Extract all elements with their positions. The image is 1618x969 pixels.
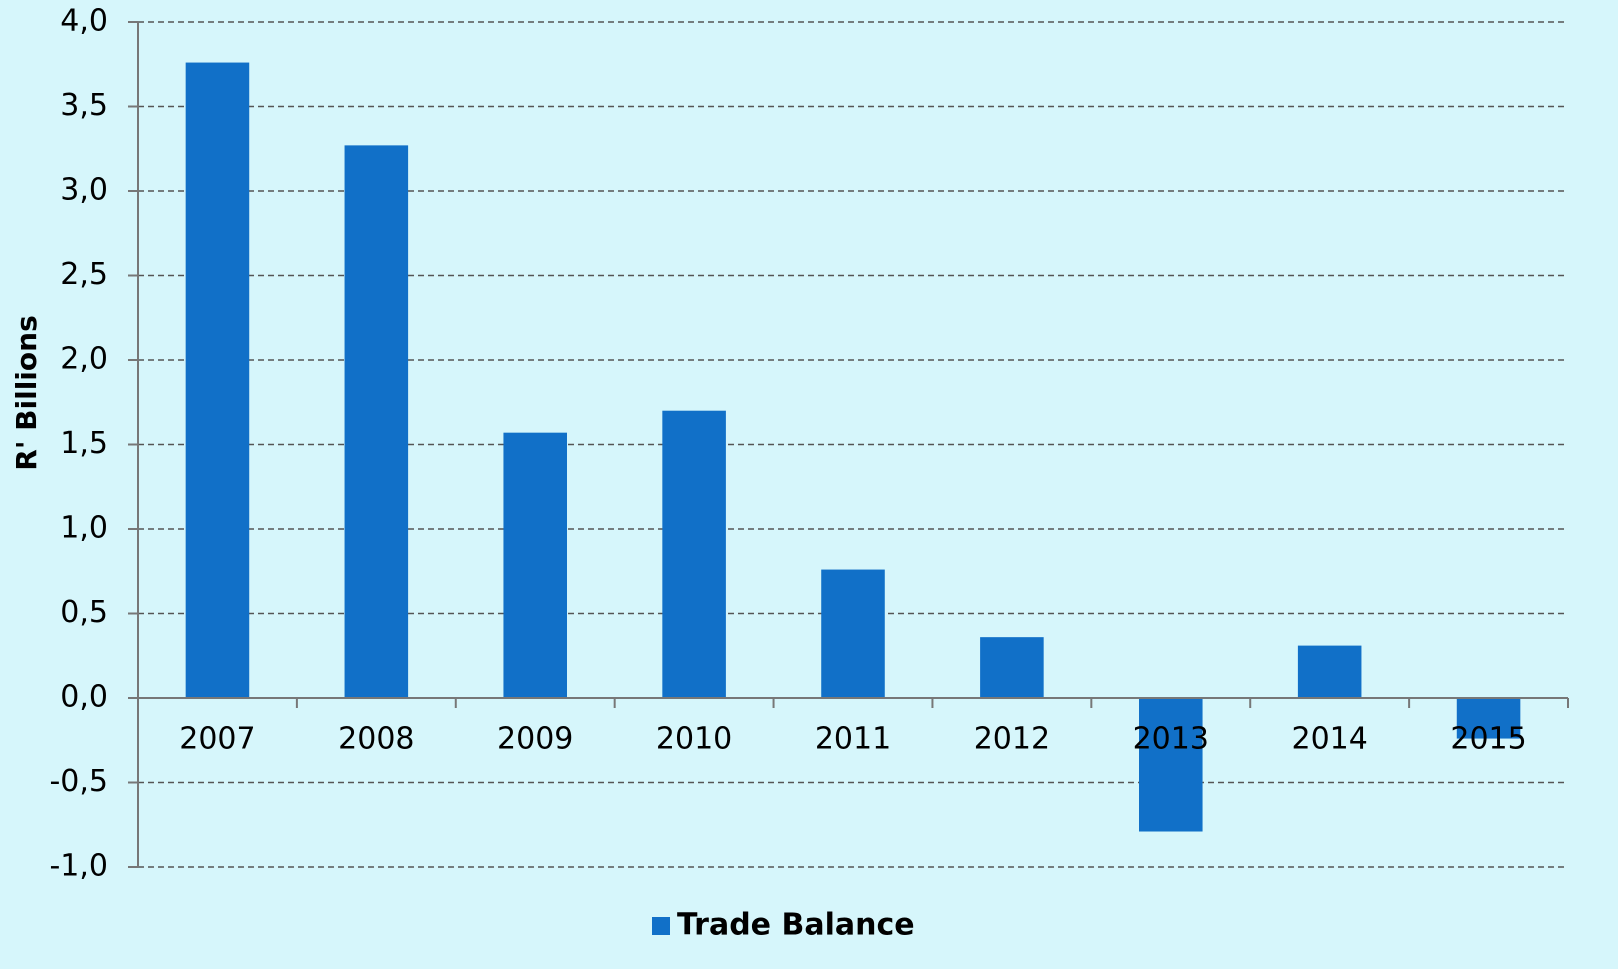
y-tick-label: 0,0 — [60, 680, 108, 715]
bar — [662, 410, 726, 698]
legend-label: Trade Balance — [677, 908, 915, 943]
bar — [1297, 645, 1362, 698]
y-tick-label: 3,5 — [60, 88, 108, 123]
y-tick-label: 1,0 — [60, 511, 108, 546]
y-tick-label: 2,0 — [60, 342, 108, 377]
bar — [821, 569, 885, 698]
bar — [344, 145, 409, 698]
y-tick-label: 2,5 — [60, 257, 108, 292]
bar — [1456, 698, 1521, 739]
x-tick-label: 2007 — [179, 722, 255, 757]
y-tick-label: 0,5 — [60, 595, 108, 630]
y-axis-label: R' Billions — [10, 315, 43, 470]
x-tick-label: 2015 — [1450, 722, 1526, 757]
x-tick-label: 2014 — [1291, 722, 1367, 757]
bar — [980, 637, 1044, 698]
y-tick-label: 4,0 — [60, 4, 108, 39]
x-tick-label: 2009 — [497, 722, 573, 757]
y-tick-label: 3,0 — [60, 173, 108, 208]
bar — [503, 432, 567, 698]
y-tick-label: 1,5 — [60, 426, 108, 461]
x-tick-label: 2008 — [338, 722, 414, 757]
bar — [185, 62, 250, 699]
y-tick-label: -0,5 — [49, 764, 108, 799]
x-tick-label: 2010 — [656, 722, 732, 757]
x-tick-label: 2013 — [1133, 722, 1209, 757]
y-tick-label: -1,0 — [49, 849, 108, 884]
x-tick-label: 2011 — [815, 722, 891, 757]
legend-swatch — [652, 917, 670, 935]
bar — [1139, 698, 1203, 832]
x-tick-label: 2012 — [974, 722, 1050, 757]
